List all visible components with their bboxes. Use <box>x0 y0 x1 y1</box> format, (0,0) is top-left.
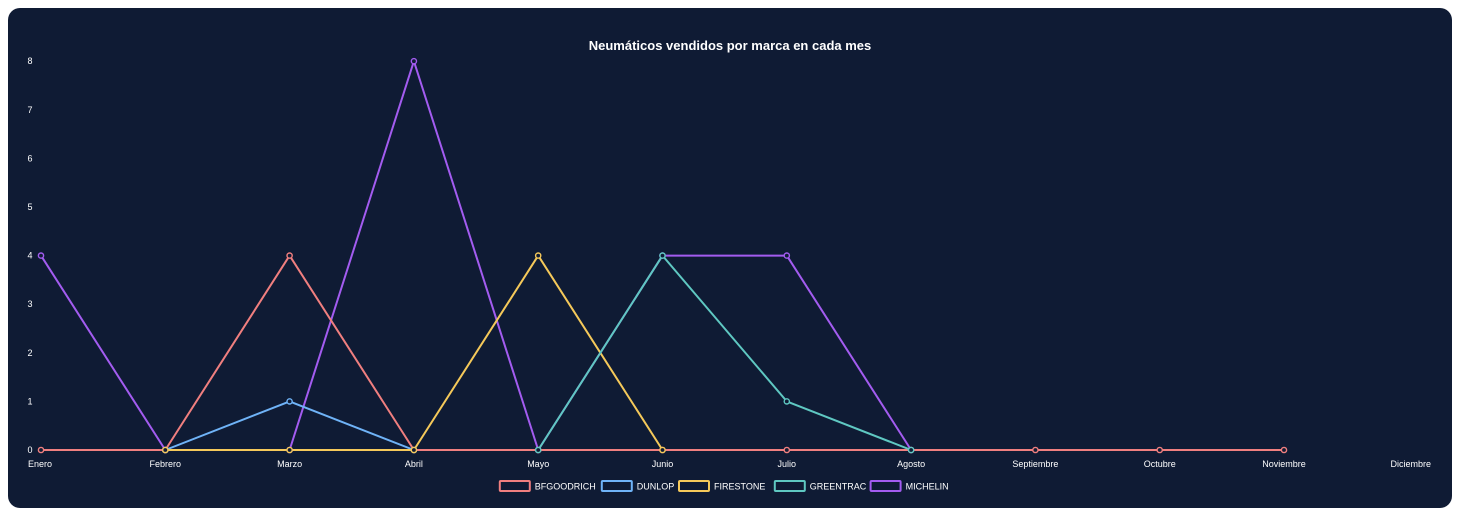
legend-label-bfgoodrich[interactable]: BFGOODRICH <box>535 482 596 492</box>
series-line-greentrac <box>537 254 912 451</box>
x-tick-label: Abril <box>405 459 423 469</box>
data-point-greentrac[interactable] <box>534 446 542 454</box>
legend-swatch-firestone[interactable] <box>678 480 710 492</box>
x-tick-label: Agosto <box>897 459 925 469</box>
y-tick-label: 8 <box>27 56 32 66</box>
x-tick-label: Febrero <box>150 459 182 469</box>
data-point-michelin[interactable] <box>783 252 791 259</box>
y-tick-label: 1 <box>27 396 32 406</box>
chart-card <box>8 8 1452 508</box>
data-point-bfgoodrich[interactable] <box>783 446 791 454</box>
legend-swatch-dunlop[interactable] <box>600 480 633 492</box>
data-point-bfgoodrich[interactable] <box>1280 446 1288 454</box>
x-tick-label: Septiembre <box>1012 459 1058 469</box>
data-point-firestone[interactable] <box>410 446 418 454</box>
y-tick-label: 2 <box>27 348 32 358</box>
series-line-dunlop <box>164 400 415 451</box>
data-point-firestone[interactable] <box>659 446 666 454</box>
legend-swatch-michelin[interactable] <box>869 480 902 492</box>
data-point-bfgoodrich[interactable] <box>1032 446 1039 454</box>
x-tick-label: Noviembre <box>1262 459 1306 469</box>
x-tick-label: Enero <box>28 459 52 469</box>
data-point-greentrac[interactable] <box>907 446 915 454</box>
data-point-michelin[interactable] <box>410 57 418 65</box>
y-tick-label: 4 <box>27 251 32 261</box>
x-tick-label: Diciembre <box>1390 459 1431 469</box>
y-tick-label: 5 <box>27 202 32 212</box>
chart-title: Neumáticos vendidos por marca en cada me… <box>589 38 872 53</box>
legend-swatch-bfgoodrich[interactable] <box>498 480 531 492</box>
y-tick-label: 3 <box>27 299 32 309</box>
data-point-greentrac[interactable] <box>783 398 791 405</box>
data-point-bfgoodrich[interactable] <box>1156 446 1163 454</box>
x-tick-label: Octubre <box>1144 459 1176 469</box>
data-point-dunlop[interactable] <box>286 398 293 405</box>
series-line-bfgoodrich <box>41 254 1284 451</box>
data-point-firestone[interactable] <box>286 446 293 454</box>
y-tick-label: 7 <box>27 105 32 115</box>
data-point-bfgoodrich[interactable] <box>37 446 45 454</box>
legend-label-dunlop[interactable]: DUNLOP <box>637 482 675 492</box>
legend-swatch-greentrac[interactable] <box>773 480 806 492</box>
series-line-michelin <box>40 60 912 451</box>
data-point-bfgoodrich[interactable] <box>286 252 293 259</box>
x-tick-label: Junio <box>652 459 674 469</box>
data-point-firestone[interactable] <box>534 252 542 259</box>
legend-label-firestone[interactable]: FIRESTONE <box>714 482 765 492</box>
x-tick-label: Marzo <box>277 459 302 469</box>
data-point-firestone[interactable] <box>161 446 169 454</box>
x-tick-label: Mayo <box>527 459 549 469</box>
x-tick-label: Julio <box>778 459 797 469</box>
legend-label-michelin[interactable]: MICHELIN <box>906 482 949 492</box>
data-point-michelin[interactable] <box>37 252 45 259</box>
y-tick-label: 6 <box>27 153 32 163</box>
legend-label-greentrac[interactable]: GREENTRAC <box>810 482 867 492</box>
data-point-greentrac[interactable] <box>659 252 666 259</box>
y-tick-label: 0 <box>27 445 32 455</box>
